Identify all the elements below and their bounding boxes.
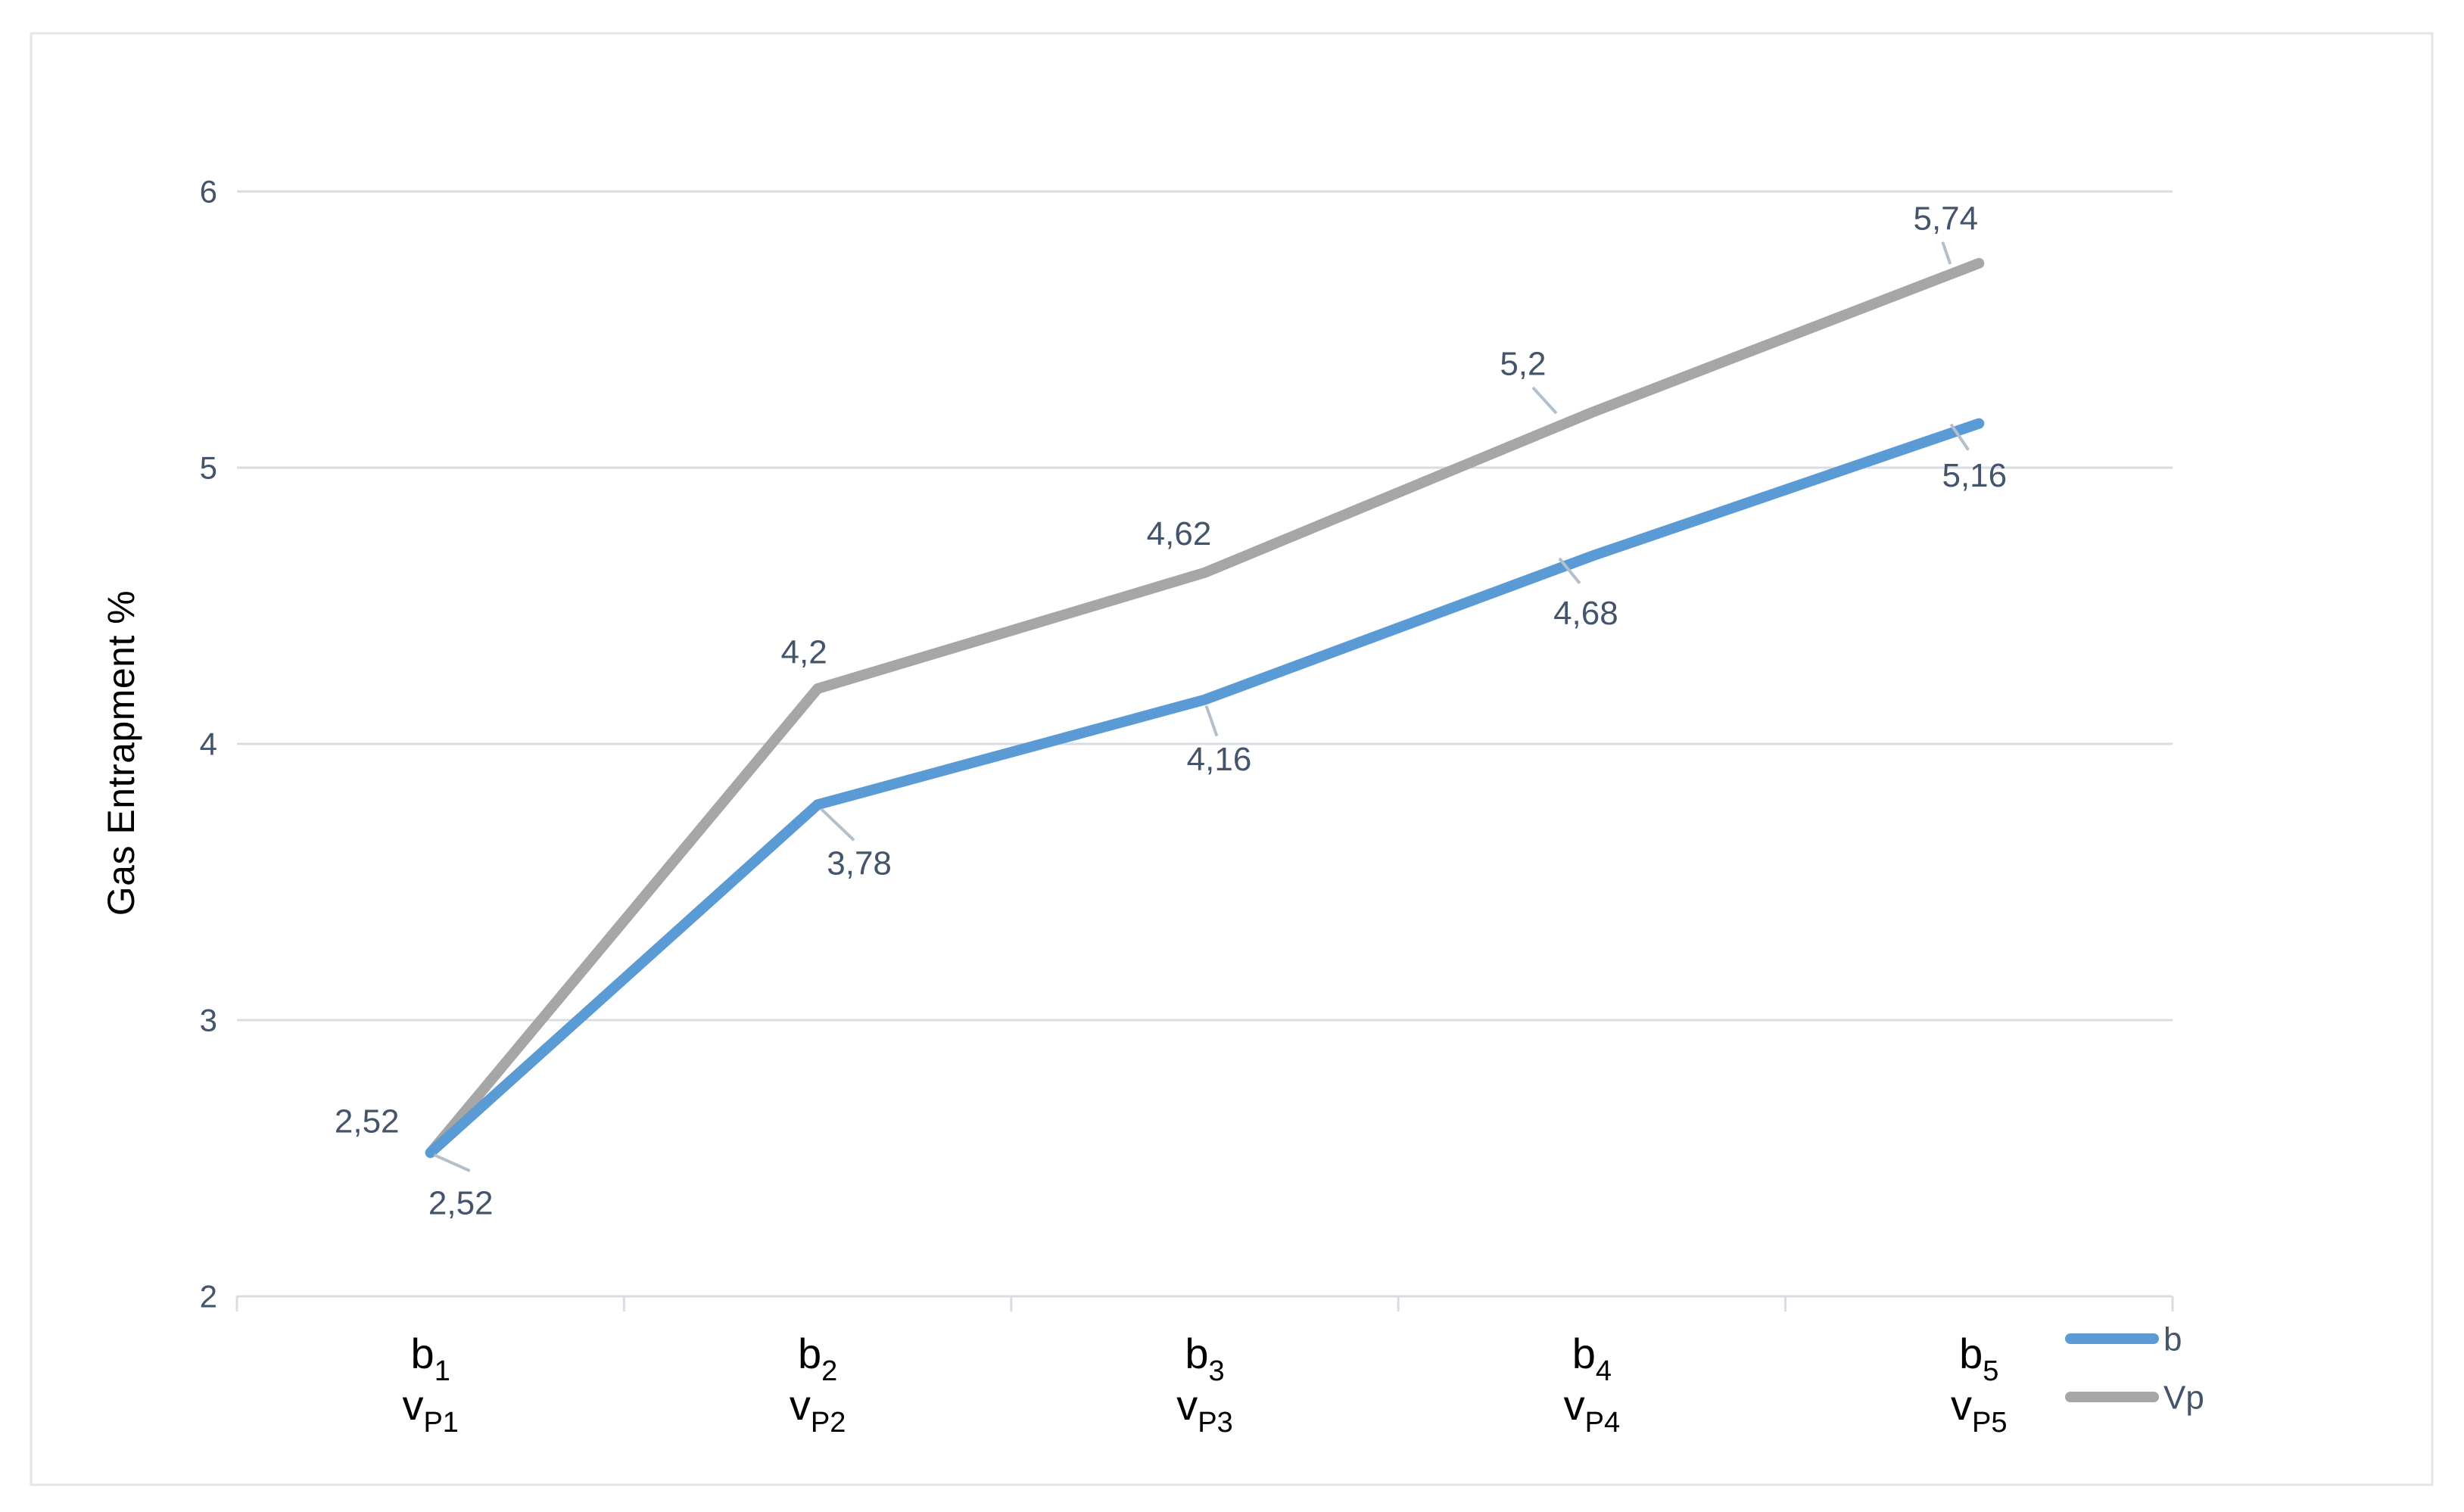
data-label-b-4: 5,16	[1942, 457, 2007, 494]
x-category-label-line1-4: b4	[1572, 1330, 1612, 1387]
x-category-label-line1-2: b2	[798, 1330, 837, 1387]
data-label-b-3: 4,68	[1553, 595, 1618, 632]
x-category-label-line2-5: vP5	[1951, 1381, 2007, 1439]
leader-line-b-2	[1204, 705, 1219, 737]
data-label-vp-1: 4,2	[781, 633, 827, 670]
leader-line-b-1	[820, 807, 855, 842]
x-category-label-line2-3: vP3	[1176, 1381, 1232, 1439]
data-label-vp-4: 5,74	[1913, 200, 1978, 237]
data-label-vp-0: 2,52	[335, 1103, 400, 1140]
data-label-vp-2: 4,62	[1147, 515, 1212, 552]
leader-line-b-4	[1949, 423, 1970, 451]
x-category-label-line1-3: b3	[1185, 1330, 1224, 1387]
y-tick-label-3: 3	[200, 1003, 217, 1038]
data-label-vp-3: 5,2	[1500, 345, 1546, 382]
leader-line-b-3	[1558, 557, 1581, 585]
y-tick-label-5: 5	[200, 450, 217, 486]
y-tick-label-4: 4	[200, 726, 217, 762]
data-label-b-2: 4,16	[1187, 741, 1252, 778]
x-category-label-line1-5: b5	[1959, 1330, 1998, 1387]
leader-line-vp-3	[1531, 386, 1558, 415]
x-category-label-line1-1: b1	[411, 1330, 450, 1387]
y-axis-title: Gas Entrapment %	[100, 590, 142, 916]
leader-line-b-0	[433, 1153, 471, 1173]
x-category-label-line2-2: vP2	[790, 1381, 846, 1439]
legend-label-vp: Vp	[2163, 1379, 2204, 1416]
y-tick-label-6: 6	[200, 174, 217, 210]
x-category-label-line2-1: vP1	[402, 1381, 458, 1439]
x-category-label-line2-4: vP4	[1564, 1381, 1620, 1439]
chart-border	[30, 32, 2434, 1486]
y-tick-label-2: 2	[200, 1279, 217, 1314]
series-line-b	[425, 418, 1985, 1159]
data-label-b-1: 3,78	[827, 845, 892, 882]
data-label-b-0: 2,52	[428, 1185, 494, 1222]
leader-line-vp-4	[1941, 241, 1952, 265]
series-line-vp	[425, 257, 1985, 1159]
legend-label-b: b	[2163, 1321, 2182, 1358]
